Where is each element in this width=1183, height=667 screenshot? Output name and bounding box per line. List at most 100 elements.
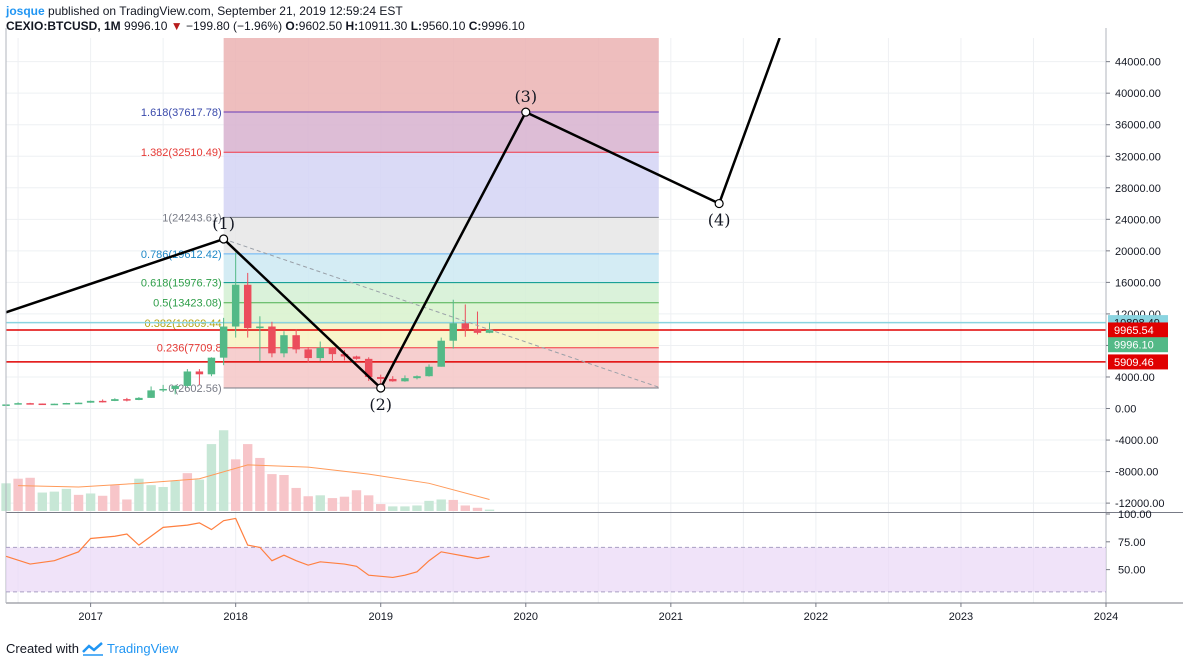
low-label: L: bbox=[410, 19, 423, 33]
time-axis: 2017 2018 2019 2020 2021 2022 2023 2024 bbox=[78, 603, 1118, 623]
price-tag-bg bbox=[1108, 354, 1168, 370]
wave-label: (2) bbox=[369, 395, 392, 414]
candle bbox=[74, 402, 83, 405]
candle-body bbox=[485, 329, 494, 333]
candle bbox=[280, 331, 288, 358]
candle bbox=[135, 397, 143, 401]
candle-body bbox=[268, 326, 276, 354]
price-tick-label: 36000.00 bbox=[1115, 120, 1161, 132]
wave-point bbox=[521, 107, 531, 117]
candle-body bbox=[328, 347, 337, 355]
chart-header: josque published on TradingView.com, Sep… bbox=[6, 4, 525, 34]
volume-bar bbox=[255, 457, 265, 511]
open-label: O: bbox=[285, 19, 299, 33]
volume-bar bbox=[327, 498, 338, 511]
wave-point bbox=[219, 234, 229, 244]
wave-label: (4) bbox=[708, 211, 731, 230]
time-tick-label: 2023 bbox=[949, 611, 973, 623]
candle-body bbox=[413, 376, 421, 379]
candle-body bbox=[38, 403, 47, 406]
volume-bar bbox=[460, 505, 470, 511]
candle-body bbox=[376, 376, 385, 379]
volume-bar bbox=[243, 444, 253, 511]
price-tick-label: 32000.00 bbox=[1115, 151, 1161, 163]
volume-bar bbox=[110, 485, 120, 511]
candle bbox=[38, 403, 47, 406]
tradingview-brand[interactable]: TradingView bbox=[106, 641, 179, 656]
publisher-name[interactable]: josque bbox=[6, 4, 45, 18]
candle-body bbox=[256, 326, 264, 329]
candle bbox=[268, 321, 276, 358]
time-tick-label: 2021 bbox=[659, 611, 683, 623]
candle-body bbox=[123, 399, 131, 401]
footer: Created with TradingView bbox=[6, 641, 179, 656]
volume-bar bbox=[194, 479, 205, 511]
open-value: 9602.50 bbox=[298, 19, 343, 33]
wave-label: (1) bbox=[212, 214, 235, 233]
publish-text: published on TradingView.com, September … bbox=[48, 4, 403, 18]
price-change: −199.80 (−1.96%) bbox=[186, 19, 283, 33]
price-tick-label: 16000.00 bbox=[1115, 277, 1161, 289]
candle bbox=[473, 311, 482, 335]
volume-bar bbox=[97, 495, 108, 511]
candle-body bbox=[183, 371, 192, 386]
candle bbox=[26, 402, 34, 405]
wave-label: (3) bbox=[514, 87, 537, 106]
symbol-info: CEXIO:BTCUSD, 1M 9996.10 ▼ −199.80 (−1.9… bbox=[6, 19, 525, 34]
candle-body bbox=[86, 400, 95, 403]
volume-bar bbox=[388, 506, 398, 511]
candle-body bbox=[389, 378, 397, 382]
fib-level-label: 1.382(32510.49) bbox=[141, 147, 222, 159]
volume-bar bbox=[339, 496, 350, 511]
tradingview-logo-icon bbox=[82, 641, 103, 656]
candle bbox=[147, 386, 155, 398]
volume-bar bbox=[182, 473, 193, 511]
fib-level-label: 0.236(7709.8 bbox=[157, 343, 222, 355]
fib-zone bbox=[223, 302, 659, 323]
price-tag-bg bbox=[1108, 337, 1168, 353]
price-tick-label: 4000.00 bbox=[1115, 372, 1155, 384]
candle bbox=[111, 398, 119, 402]
time-tick-label: 2022 bbox=[804, 611, 828, 623]
symbol-name[interactable]: CEXIO:BTCUSD, 1M bbox=[6, 19, 121, 33]
price-axis: 44000.00 40000.00 36000.00 32000.00 28000.00… bbox=[1106, 57, 1165, 510]
candle-body bbox=[26, 403, 34, 405]
volume-bar bbox=[134, 478, 144, 511]
candle bbox=[98, 399, 107, 403]
volume-bar bbox=[25, 477, 35, 511]
candle bbox=[207, 357, 216, 377]
candle-body bbox=[171, 385, 179, 389]
candle-body bbox=[401, 378, 409, 382]
candle-body bbox=[111, 399, 119, 401]
wave-line bbox=[6, 38, 781, 390]
volume-bar bbox=[376, 504, 386, 511]
rsi-line bbox=[5, 517, 490, 579]
rsi-band bbox=[6, 547, 1106, 592]
candle bbox=[425, 364, 433, 377]
volume-bar bbox=[13, 478, 23, 511]
candle bbox=[195, 369, 204, 385]
candle-body bbox=[207, 357, 216, 375]
time-tick-label: 2024 bbox=[1094, 611, 1118, 623]
rsi-tick-label: 100.00 bbox=[1118, 509, 1152, 521]
rsi-tick-label: 75.00 bbox=[1118, 537, 1146, 549]
low-value: 9560.10 bbox=[422, 19, 466, 33]
volume-bar bbox=[206, 444, 217, 511]
volume-bar bbox=[448, 499, 458, 511]
candle bbox=[389, 376, 397, 382]
candle-body bbox=[135, 397, 143, 401]
candle-body bbox=[147, 390, 155, 398]
candle bbox=[437, 337, 445, 367]
volume-bar bbox=[73, 494, 84, 511]
fib-level-label: 0.618(15976.73) bbox=[141, 278, 222, 290]
candle-body bbox=[473, 328, 482, 333]
fib-zones bbox=[223, 38, 659, 388]
price-tick-label: -4000.00 bbox=[1115, 435, 1158, 447]
candle bbox=[123, 397, 131, 402]
candle bbox=[304, 347, 312, 363]
volume-bar bbox=[351, 490, 362, 511]
price-tick-label: 40000.00 bbox=[1115, 88, 1161, 100]
price-tag-bg bbox=[1108, 322, 1168, 338]
